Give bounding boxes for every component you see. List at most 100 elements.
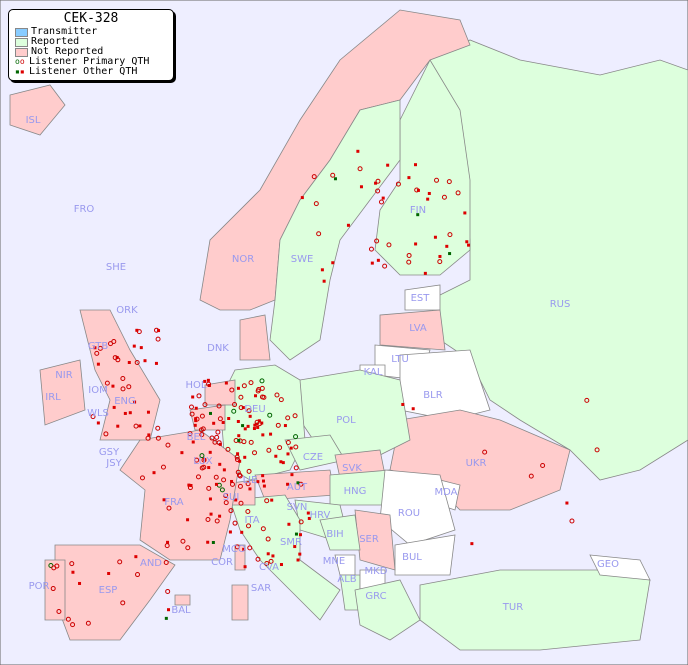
country-fin[interactable] [374,59,471,276]
country-label-swe: SWE [291,254,314,265]
country-rou[interactable] [379,469,456,546]
listener-other-qth-marker [279,563,283,567]
listener-other-qth-marker [286,482,290,486]
country-cor[interactable] [234,544,246,571]
country-label-nir: NIR [55,370,72,381]
listener-other-qth-marker [286,452,290,456]
country-geo[interactable] [589,554,651,581]
listener-other-qth-marker [274,454,278,458]
listener-other-qth-marker [294,532,298,536]
listener-primary-qth-marker [313,201,319,207]
listener-primary-qth-marker [395,181,401,187]
listener-primary-qth-marker [255,388,261,394]
listener-primary-qth-marker [234,544,240,550]
country-swe[interactable] [269,99,401,361]
country-label-fin: FIN [410,205,426,216]
listener-other-qth-marker [209,512,213,516]
listener-other-qth-marker [269,432,273,436]
listener-other-qth-marker [262,484,266,488]
country-ita[interactable] [229,494,341,621]
listener-primary-qth-marker [160,464,166,470]
listener-primary-qth-marker [133,423,139,429]
listener-other-qth-marker [376,258,380,262]
listener-other-qth-marker [237,438,241,442]
listener-primary-qth-marker [165,442,171,448]
listener-other-qth-marker [346,223,350,227]
listener-other-qth-marker [423,271,427,275]
listener-other-qth-marker [128,411,132,415]
country-bal[interactable] [174,594,191,606]
country-bih[interactable] [319,514,361,551]
listener-primary-qth-marker [285,415,291,421]
listener-primary-qth-marker [245,509,251,515]
listener-other-qth-marker [248,487,252,491]
listener-other-qth-marker [191,395,195,399]
listener-primary-qth-marker [198,427,204,433]
listener-other-qth-marker [123,411,127,415]
listener-other-qth-marker [127,360,131,364]
listener-other-qth-marker [261,433,265,437]
listener-primary-qth-marker [216,403,222,409]
listener-primary-qth-marker [311,174,317,180]
country-bel[interactable] [189,404,226,431]
listener-other-qth-marker [240,530,244,534]
country-nor[interactable] [199,9,471,311]
country-sar[interactable] [231,584,249,621]
country-grc[interactable] [354,579,421,641]
listener-primary-qth-marker [238,500,244,506]
listener-primary-qth-marker [120,600,126,606]
listener-other-qth-marker [112,405,116,409]
listener-primary-qth-marker [202,402,208,408]
country-isl[interactable] [9,84,66,136]
listener-other-qth-marker [132,344,136,348]
country-dnk[interactable] [239,314,271,361]
listener-other-qth-marker [147,433,151,437]
listener-primary-qth-marker [56,609,62,615]
listener-other-qth-marker [167,608,171,612]
country-label-mda: MDA [435,487,458,498]
country-label-cze: CZE [303,452,323,463]
listener-other-qth-marker [283,424,287,428]
listener-primary-qth-marker [264,561,270,567]
country-label-cva: CVA [259,562,279,573]
listener-other-qth-marker [143,359,147,363]
listener-other-qth-marker [426,197,430,201]
listener-other-qth-marker [93,346,97,350]
listener-other-qth-marker [243,455,247,459]
country-label-geo: GEO [597,559,619,570]
country-eng[interactable] [79,309,161,441]
listener-primary-qth-marker [246,468,252,474]
listener-primary-qth-marker [115,357,121,363]
listener-other-qth-marker [438,254,442,258]
listener-primary-qth-marker [378,199,384,205]
country-label-hol: HOL [186,380,207,391]
listener-other-qth-marker [467,243,471,247]
listener-other-qth-marker [96,421,100,425]
listener-other-qth-marker [281,461,285,465]
country-label-aut: AUT [287,482,308,493]
listener-other-qth-marker [241,424,245,428]
listener-primary-qth-marker [120,386,126,392]
country-bul[interactable] [394,534,456,576]
listener-other-qth-marker [187,483,191,487]
listener-other-qth-marker [139,346,143,350]
listener-primary-qth-marker [357,166,363,172]
country-label-grc: GRC [365,591,386,602]
listener-other-qth-marker [116,424,120,428]
listener-other-qth-marker [416,213,420,217]
country-tur[interactable] [419,569,651,651]
country-irl[interactable] [39,359,86,426]
listener-other-qth-marker [96,362,100,366]
listener-primary-qth-marker [205,516,211,522]
listener-other-qth-marker [296,481,300,485]
listener-other-qth-marker [238,459,242,463]
listener-other-qth-marker [266,552,270,556]
country-lva[interactable] [379,309,446,351]
listener-primary-qth-marker [292,413,298,419]
listener-other-qth-marker [218,462,222,466]
country-label-blr: BLR [423,390,442,401]
listener-other-qth-marker [236,452,240,456]
listener-primary-qth-marker [85,620,91,626]
country-label-ita: ITA [244,515,259,526]
